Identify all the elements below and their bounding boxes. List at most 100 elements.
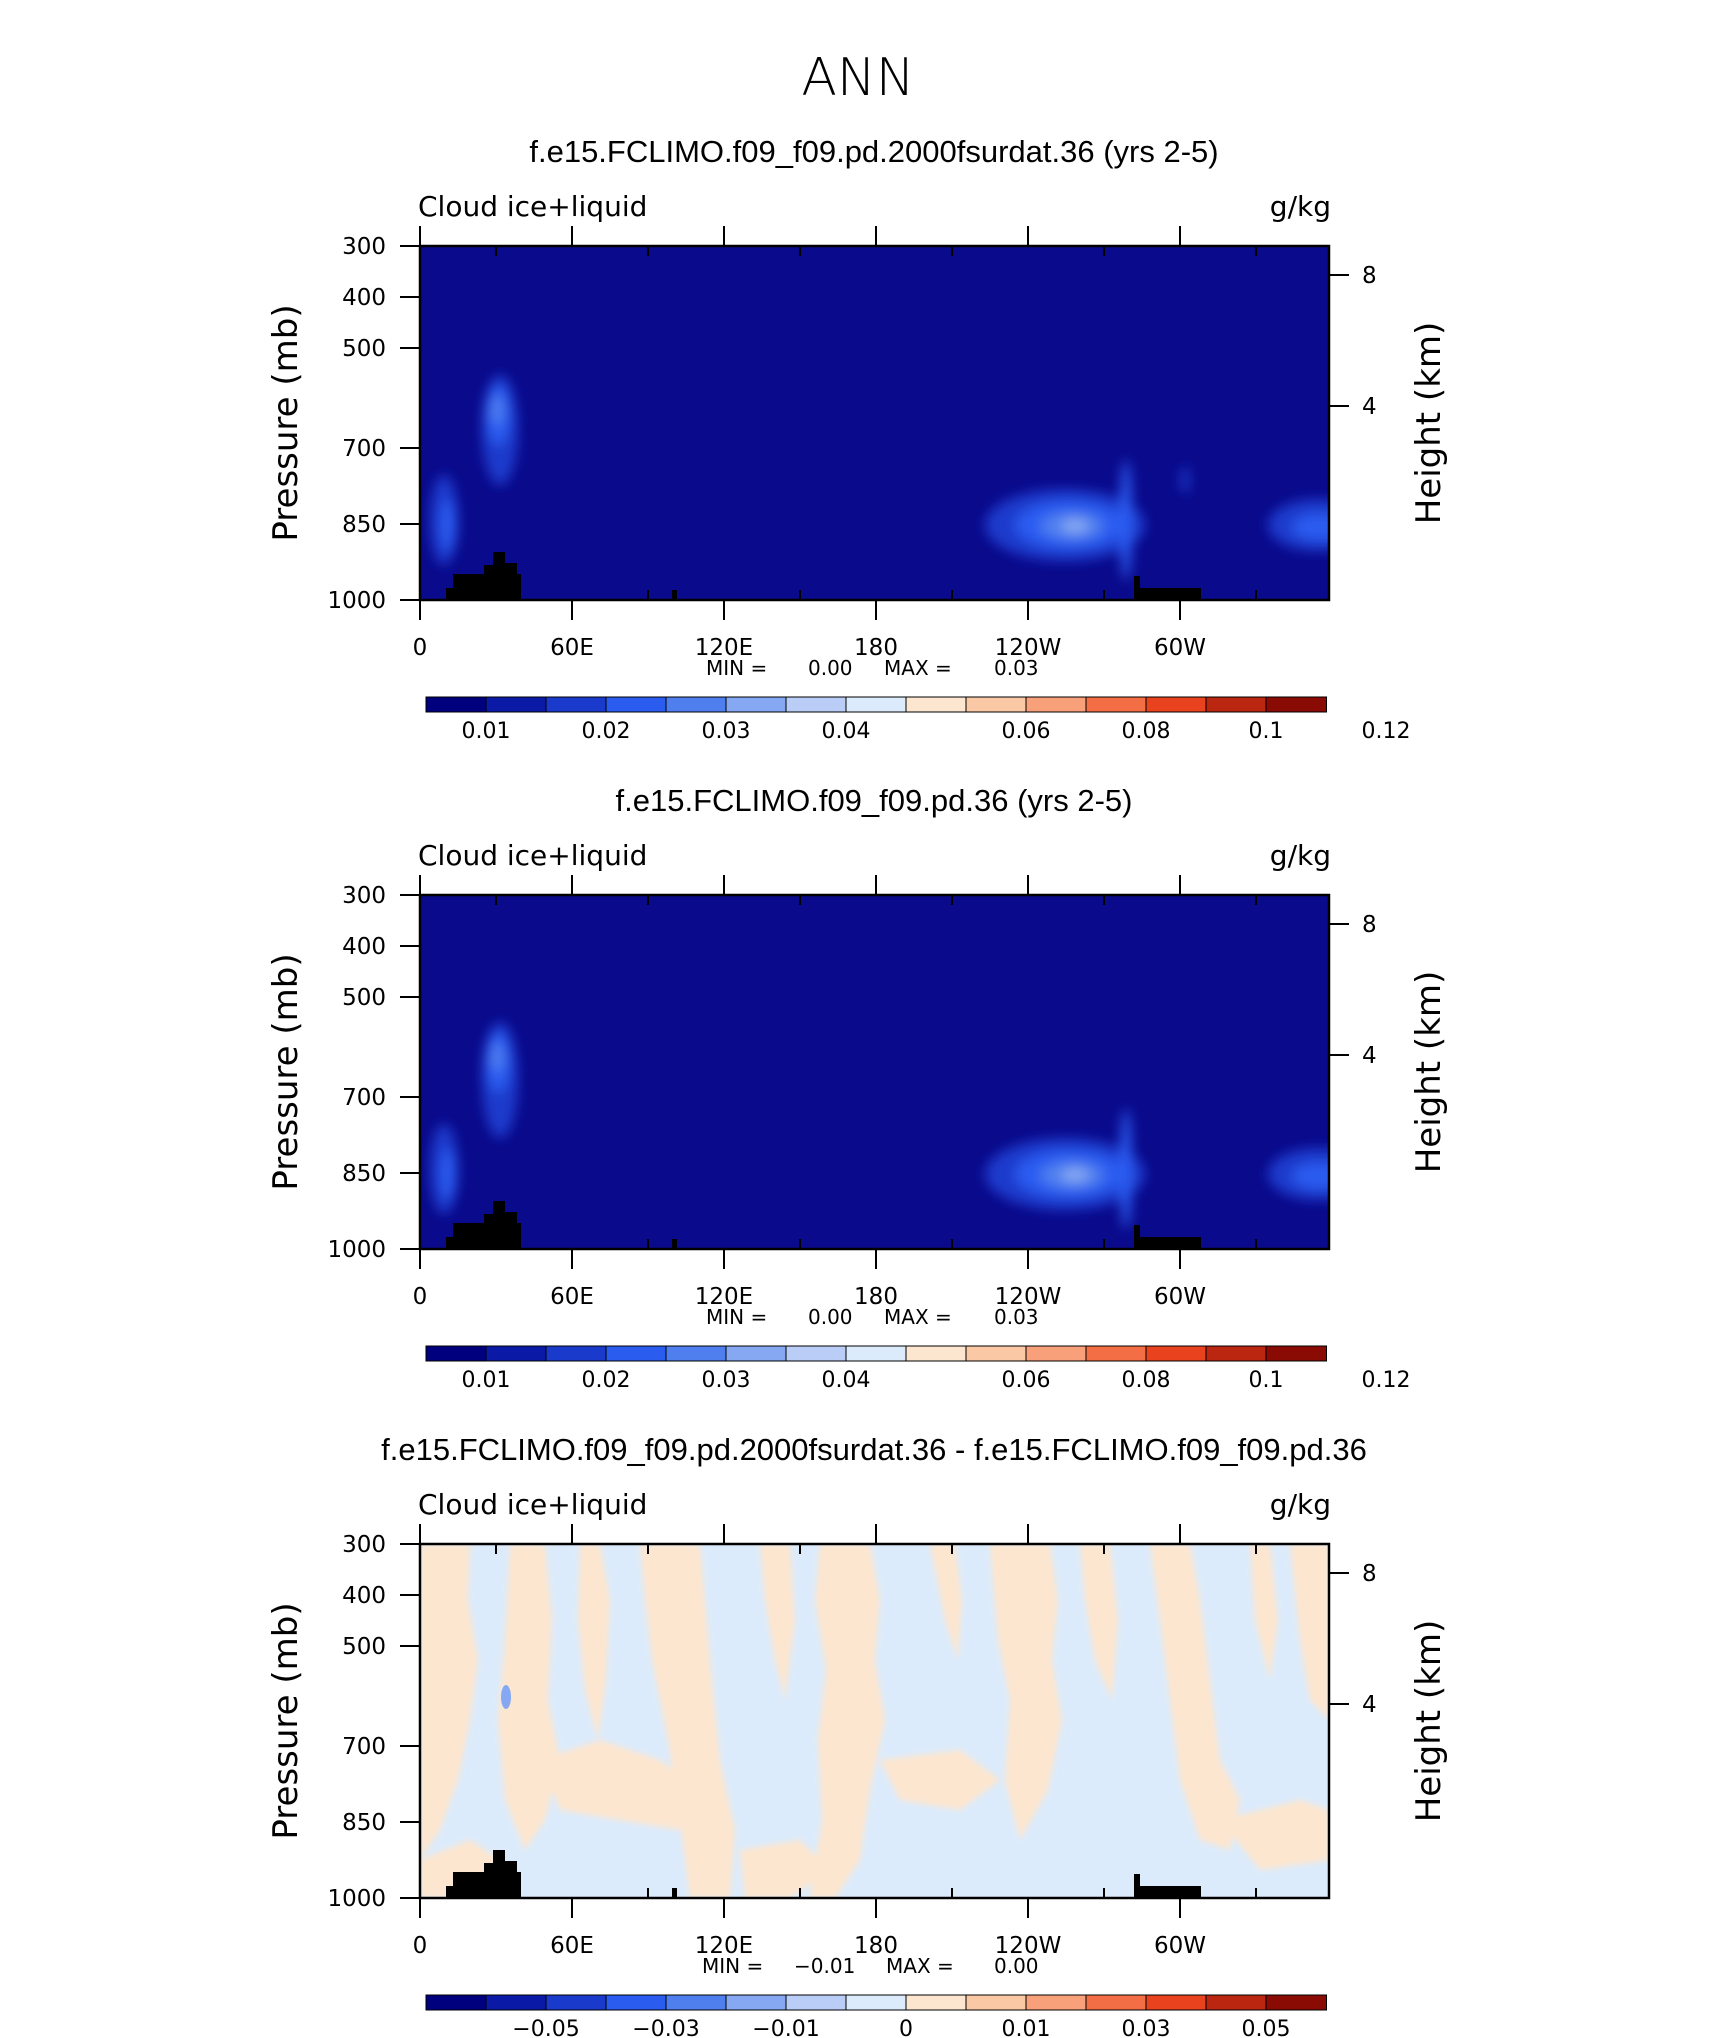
colorbar-swatch (1145, 1345, 1207, 1362)
colorbar-label: 0.06 (1002, 1368, 1051, 1393)
colorbar-swatch (425, 696, 487, 713)
panel-2-frame (418, 893, 1331, 1251)
panel-3-colorbar: −0.05 −0.03 −0.01 0 0.01 0.03 0.05 (425, 1994, 1327, 2038)
y-tick-label: 850 (342, 1161, 386, 1187)
y-tick-label: 500 (342, 1634, 386, 1660)
panel-1-background (420, 246, 1329, 600)
y-tick-label: 300 (342, 234, 386, 260)
x-tick-label: 180 (854, 1284, 898, 1310)
colorbar-swatch (605, 696, 667, 713)
panel-2-units: g/kg (1270, 839, 1331, 872)
colorbar-label: 0.03 (702, 719, 751, 744)
colorbar-swatch (965, 1345, 1027, 1362)
panel-1: f.e15.FCLIMO.f09_f09.pd.2000fsurdat.36 (… (266, 134, 1449, 744)
panel-1-cloud-features (430, 375, 1329, 580)
stats-max-label: MAX = (884, 1305, 952, 1329)
panel-2-major-ticks (400, 875, 1349, 1269)
stats-min-label: MIN = (706, 1305, 767, 1329)
stats-max-value: 0.03 (994, 1305, 1039, 1329)
colorbar-swatch (605, 1994, 667, 2011)
colorbar-swatch (1025, 696, 1087, 713)
panel-1-ylabel: Pressure (mb) (266, 304, 306, 541)
stats-max-value: 0.00 (994, 1954, 1039, 1978)
x-tick-label: 120W (995, 1284, 1062, 1310)
colorbar-label: 0.01 (462, 1368, 511, 1393)
x-tick-label: 0 (413, 1933, 428, 1959)
panel-3-stats: MIN = −0.01 MAX = 0.00 (702, 1954, 1039, 1978)
panel-2-field (420, 895, 1329, 1249)
y-tick-label: 400 (342, 934, 386, 960)
colorbar-swatch (1265, 696, 1327, 713)
colorbar-label: 0 (899, 2017, 913, 2038)
stats-min-label: MIN = (706, 656, 767, 680)
x-tick-label: 0 (413, 635, 428, 661)
panel-1-minor-ticks (495, 246, 1257, 600)
y-tick-label: 1000 (327, 1886, 386, 1912)
panel-3-frame (418, 1542, 1331, 1900)
y-tick-label: 850 (342, 512, 386, 538)
colorbar-swatch (905, 1345, 967, 1362)
x-tick-label: 60E (550, 635, 594, 661)
colorbar-label: 0.12 (1362, 719, 1411, 744)
panel-3-ylabel: Pressure (mb) (266, 1602, 306, 1839)
panel-2-ylabel-right: Height (km) (1409, 971, 1449, 1174)
colorbar-label: 0.01 (1002, 2017, 1051, 2038)
stats-max-label: MAX = (886, 1954, 954, 1978)
colorbar-label: 0.01 (462, 719, 511, 744)
panel-1-frame (418, 244, 1331, 602)
colorbar-label: 0.12 (1362, 1368, 1411, 1393)
figure-title: ANN (801, 48, 914, 108)
colorbar-swatch (1265, 1994, 1327, 2011)
colorbar-swatch (545, 696, 607, 713)
y-right-tick-label: 4 (1362, 1692, 1377, 1718)
colorbar-swatch (485, 1345, 547, 1362)
panel-2-cloud-features (430, 1022, 1329, 1229)
panel-2-colorbar: 0.01 0.02 0.03 0.04 0.06 0.08 0.1 0.12 (425, 1345, 1411, 1393)
panel-2-x-ticks: 0 60E 120E 180 120W 60W (413, 1284, 1206, 1310)
colorbar-swatch (725, 1994, 787, 2011)
colorbar-label: 0.08 (1122, 719, 1171, 744)
panel-3-y-ticks-right: 8 4 (1362, 1561, 1377, 1718)
colorbar-label: 0.04 (822, 719, 871, 744)
panel-1-land-sumatra (672, 590, 677, 600)
x-tick-label: 60W (1154, 1933, 1206, 1959)
y-tick-label: 850 (342, 1810, 386, 1836)
y-right-tick-label: 4 (1362, 394, 1377, 420)
colorbar-swatch (905, 1994, 967, 2011)
x-tick-label: 120E (695, 1284, 753, 1310)
panel-1-units: g/kg (1270, 190, 1331, 223)
colorbar-label: −0.05 (512, 2017, 579, 2038)
panel-1-y-ticks-right: 8 4 (1362, 263, 1377, 420)
stats-min-value: 0.00 (808, 656, 853, 680)
colorbar-swatch (545, 1994, 607, 2011)
y-tick-label: 1000 (327, 1237, 386, 1263)
colorbar-swatch (485, 696, 547, 713)
colorbar-swatch (1085, 1345, 1147, 1362)
stats-max-value: 0.03 (994, 656, 1039, 680)
y-tick-label: 300 (342, 1532, 386, 1558)
panel-2-land-africa (446, 1201, 521, 1249)
panel-2-ylabel: Pressure (mb) (266, 953, 306, 1190)
panel-2-land-sumatra (672, 1239, 677, 1249)
panel-3-negative-spot (501, 1685, 511, 1709)
panel-3-positive-regions (420, 1544, 1329, 1898)
colorbar-swatch (665, 1994, 727, 2011)
panel-1-land-africa (446, 552, 521, 600)
y-tick-label: 500 (342, 336, 386, 362)
panel-2-minor-ticks (495, 895, 1257, 1249)
panel-1-land-andes (1134, 576, 1201, 600)
x-tick-label: 60W (1154, 1284, 1206, 1310)
panel-2-y-ticks: 300 400 500 700 850 1000 (327, 883, 386, 1263)
x-tick-label: 0 (413, 1284, 428, 1310)
y-tick-label: 400 (342, 1583, 386, 1609)
colorbar-label: −0.01 (752, 2017, 819, 2038)
colorbar-swatch (845, 1345, 907, 1362)
y-tick-label: 400 (342, 285, 386, 311)
colorbar-swatch (1205, 1994, 1267, 2011)
y-right-tick-label: 8 (1362, 1561, 1377, 1587)
colorbar-label: 0.03 (1122, 2017, 1171, 2038)
colorbar-label: 0.03 (702, 1368, 751, 1393)
colorbar-label: 0.02 (582, 1368, 631, 1393)
x-tick-label: 60W (1154, 635, 1206, 661)
